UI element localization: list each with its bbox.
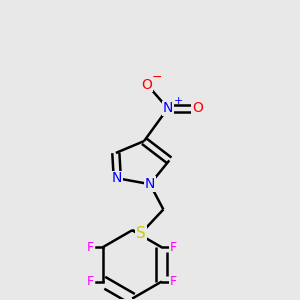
Text: F: F <box>87 241 94 254</box>
Text: S: S <box>136 226 146 241</box>
Text: F: F <box>87 275 94 288</box>
Text: N: N <box>163 101 173 116</box>
Text: O: O <box>192 101 203 116</box>
Text: F: F <box>170 241 177 254</box>
Text: F: F <box>170 275 177 288</box>
Text: −: − <box>152 71 163 84</box>
Text: N: N <box>112 171 122 185</box>
Text: N: N <box>145 177 155 191</box>
Text: +: + <box>173 96 183 106</box>
Text: O: O <box>142 78 152 92</box>
